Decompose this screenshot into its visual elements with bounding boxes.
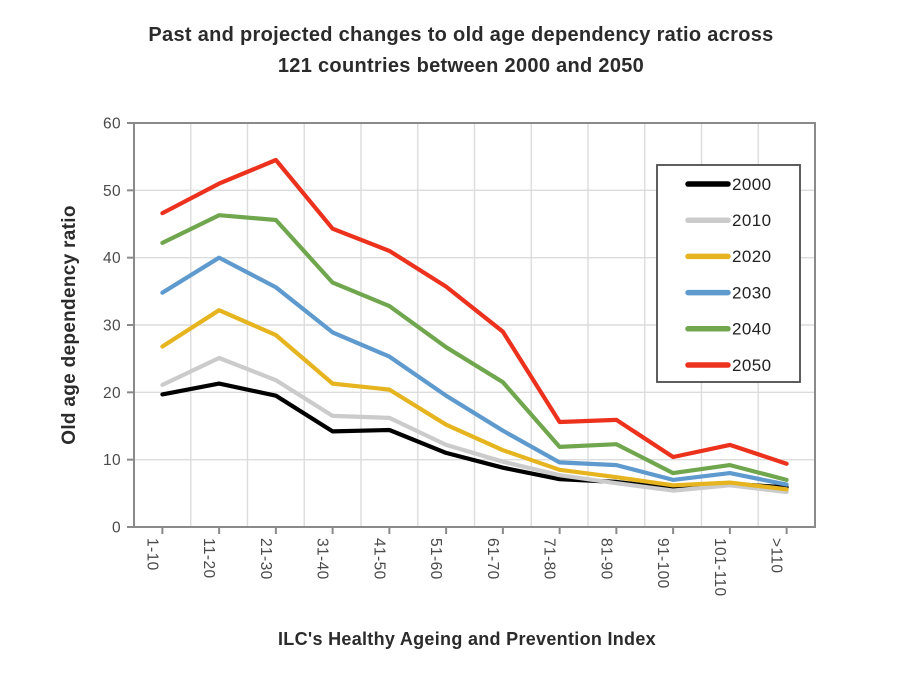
legend-item-2040: 2040	[685, 320, 771, 339]
y-tick-label: 10	[103, 452, 121, 469]
y-tick-label: 0	[112, 519, 121, 536]
legend: 2000 2010 2020 2030 2040 2050	[656, 164, 801, 383]
x-tick-label: 51-60	[427, 538, 444, 580]
y-tick-label: 60	[103, 115, 121, 132]
series-line-2040	[160, 213, 789, 482]
legend-item-2010: 2010	[685, 211, 771, 230]
legend-label-2020: 2020	[732, 247, 771, 266]
chart-title-line2: 121 countries between 2000 and 2050	[277, 55, 645, 77]
legend-label-2030: 2030	[732, 283, 771, 302]
chart-title: Past and projected changes to old age de…	[0, 20, 922, 82]
chart-title-line1: Past and projected changes to old age de…	[148, 24, 774, 46]
x-tick-label: 71-80	[541, 538, 558, 580]
x-tick-label: 81-90	[597, 538, 614, 580]
series-line-2020	[160, 308, 789, 492]
x-axis-title: ILC's Healthy Ageing and Prevention Inde…	[278, 629, 656, 649]
series-lines	[160, 157, 789, 495]
legend-label-2000: 2000	[732, 175, 771, 194]
x-tick-label: 31-40	[314, 538, 331, 580]
series-line-2030	[160, 255, 789, 487]
series-line-2050	[160, 157, 789, 466]
legend-item-2030: 2030	[685, 283, 771, 302]
x-tick-label: >110	[768, 538, 785, 573]
legend-item-2050: 2050	[685, 356, 771, 375]
x-tick-label: 1-10	[143, 538, 160, 571]
x-tick-label: 101-110	[711, 538, 728, 597]
y-axis-title: Old age dependency ratio	[59, 205, 80, 445]
legend-label-2040: 2040	[732, 320, 771, 339]
y-tick-label: 40	[103, 250, 121, 267]
y-tick-label: 50	[103, 183, 121, 200]
legend-item-2000: 2000	[685, 175, 771, 194]
y-tick-label: 30	[103, 317, 121, 334]
legend-label-2010: 2010	[732, 211, 771, 230]
legend-item-2020: 2020	[685, 247, 771, 266]
legend-label-2050: 2050	[732, 356, 771, 375]
series-line-2010	[160, 355, 789, 495]
legend-box	[656, 164, 801, 383]
x-tick-label: 41-50	[370, 538, 387, 580]
x-tick-label: 61-70	[484, 538, 501, 580]
x-tick-label: 21-30	[257, 538, 274, 580]
y-tick-label: 20	[103, 385, 121, 402]
x-tick-label: 11-20	[200, 538, 217, 579]
x-tick-label: 91-100	[654, 538, 671, 589]
